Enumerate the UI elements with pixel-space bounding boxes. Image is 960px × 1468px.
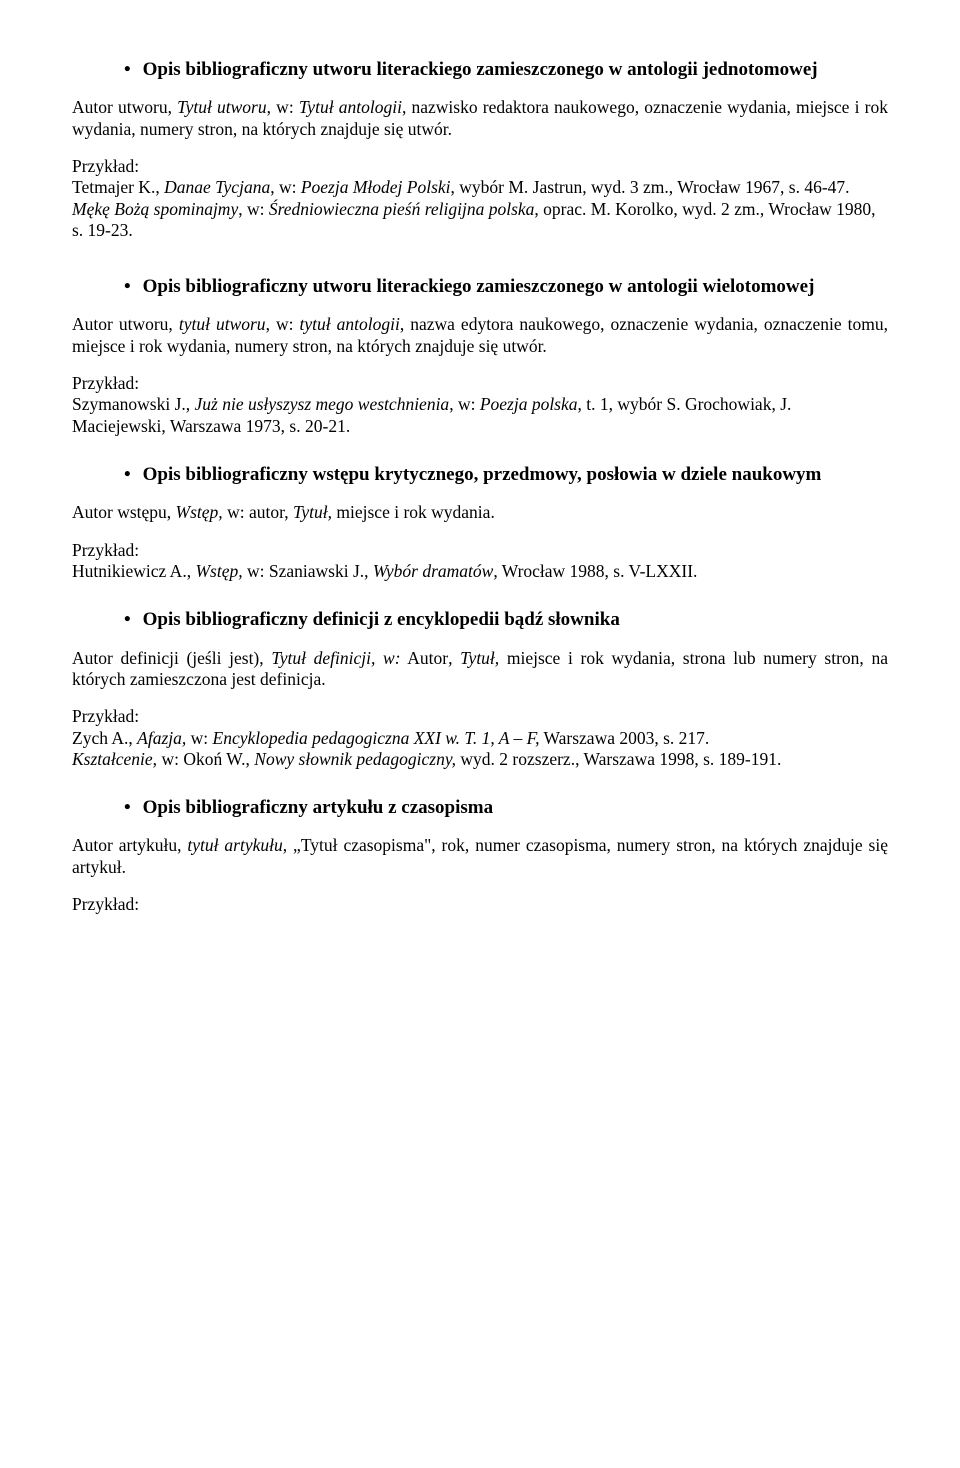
example-label: Przykład: [72,540,888,561]
heading-text: Opis bibliograficzny definicji z encyklo… [143,609,620,630]
heading-anthology-single: •Opis bibliograficzny utworu literackieg… [72,58,888,81]
example-label: Przykład: [72,373,888,394]
example-intro-critical: Hutnikiewicz A., Wstęp, w: Szaniawski J.… [72,561,888,582]
desc-journal-article: Autor artykułu, tytuł artykułu, „Tytuł c… [72,835,888,878]
example-definition: Zych A., Afazja, w: Encyklopedia pedagog… [72,728,888,771]
heading-anthology-multi: •Opis bibliograficzny utworu literackieg… [72,275,888,298]
example-label: Przykład: [72,894,888,915]
heading-intro-critical: •Opis bibliograficzny wstępu krytycznego… [72,463,888,486]
example-anthology-multi: Szymanowski J., Już nie usłyszysz mego w… [72,394,888,437]
heading-text: Opis bibliograficzny wstępu krytycznego,… [143,464,822,485]
example-label: Przykład: [72,706,888,727]
desc-anthology-single: Autor utworu, Tytuł utworu, w: Tytuł ant… [72,97,888,140]
example-anthology-single: Tetmajer K., Danae Tycjana, w: Poezja Mł… [72,177,888,241]
heading-text: Opis bibliograficzny utworu literackiego… [143,59,818,80]
desc-intro-critical: Autor wstępu, Wstęp, w: autor, Tytuł, mi… [72,502,888,523]
bullet-icon: • [124,59,143,80]
desc-definition: Autor definicji (jeśli jest), Tytuł defi… [72,648,888,691]
bullet-icon: • [124,609,143,630]
heading-definition: •Opis bibliograficzny definicji z encykl… [72,608,888,631]
bullet-icon: • [124,464,143,485]
bullet-icon: • [124,797,143,818]
desc-anthology-multi: Autor utworu, tytuł utworu, w: tytuł ant… [72,314,888,357]
bullet-icon: • [124,276,143,297]
heading-text: Opis bibliograficzny artykułu z czasopis… [143,797,493,818]
heading-journal-article: •Opis bibliograficzny artykułu z czasopi… [72,796,888,819]
example-label: Przykład: [72,156,888,177]
heading-text: Opis bibliograficzny utworu literackiego… [143,276,815,297]
